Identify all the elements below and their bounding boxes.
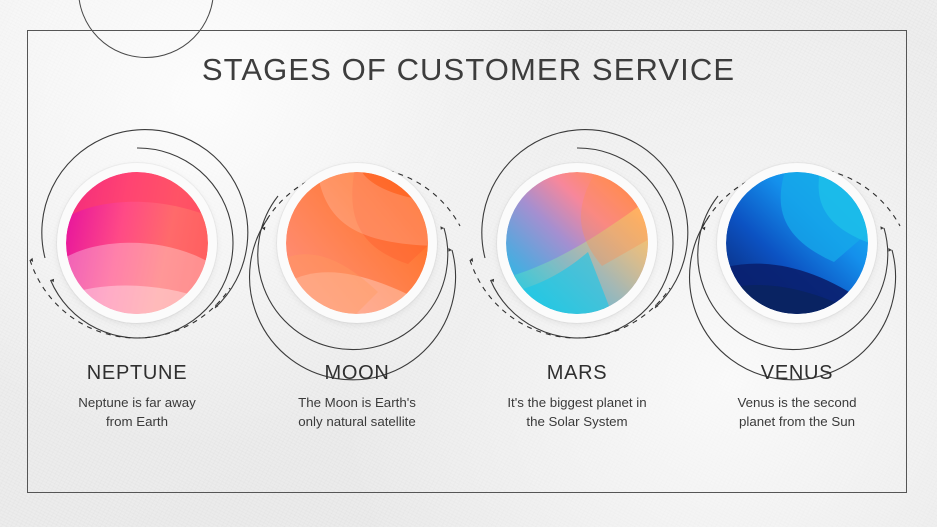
stage-title-venus: VENUS [760, 362, 834, 384]
stage-desc-venus: Venus is the second planet from the Sun [687, 394, 907, 432]
orbit-group-mars [469, 129, 689, 346]
stage-title-neptune: NEPTUNE [86, 362, 188, 384]
stage-desc-line-2: planet from the Sun [738, 413, 856, 429]
planet-neptune-sphere [57, 163, 217, 323]
orbit-rings-neptune [29, 129, 249, 339]
stage-item-mars[interactable]: MARS It's the biggest planet in the Sola… [467, 129, 689, 440]
planet-venus-sphere [717, 163, 877, 323]
stage-desc-mars: It's the biggest planet in the Solar Sys… [467, 394, 687, 432]
stage-item-neptune[interactable]: NEPTUNE Neptune is far away from Earth [27, 129, 249, 440]
stage-item-moon[interactable]: MOON The Moon is Earth's only natural sa… [247, 140, 467, 440]
stage-caption-mars: MARS It's the biggest planet in the Sola… [467, 362, 687, 432]
stage-caption-venus: VENUS Venus is the second planet from th… [687, 362, 907, 432]
stage-desc-line-1: Venus is the second [737, 395, 857, 410]
orbit-group-neptune [29, 129, 249, 346]
stage-desc-line-1: Neptune is far away [78, 395, 196, 410]
stage-desc-line-1: It's the biggest planet in [507, 395, 647, 410]
stages-row: NEPTUNE Neptune is far away from Earth [27, 129, 907, 440]
orbit-rings-mars [469, 129, 689, 339]
orbit-group-venus [689, 140, 901, 381]
stage-caption-moon: MOON The Moon is Earth's only natural sa… [247, 362, 467, 432]
stage-desc-line-2: only natural satellite [298, 413, 416, 429]
stage-desc-line-1: The Moon is Earth's [298, 395, 416, 410]
planet-moon-sphere [277, 163, 437, 323]
stage-desc-line-2: from Earth [105, 413, 169, 429]
stage-desc-moon: The Moon is Earth's only natural satelli… [247, 394, 467, 432]
page-title: STAGES OF CUSTOMER SERVICE [201, 52, 736, 87]
stage-desc-line-2: the Solar System [526, 413, 628, 429]
orbit-group-moon [249, 140, 461, 381]
stage-item-venus[interactable]: VENUS Venus is the second planet from th… [687, 140, 907, 440]
planet-mars-sphere [497, 163, 657, 323]
stage-title-moon: MOON [324, 362, 390, 384]
stage-title-mars: MARS [546, 362, 608, 384]
stage-desc-neptune: Neptune is far away from Earth [27, 394, 247, 432]
stage-caption-neptune: NEPTUNE Neptune is far away from Earth [27, 362, 247, 432]
slide-frame-border [27, 30, 907, 493]
